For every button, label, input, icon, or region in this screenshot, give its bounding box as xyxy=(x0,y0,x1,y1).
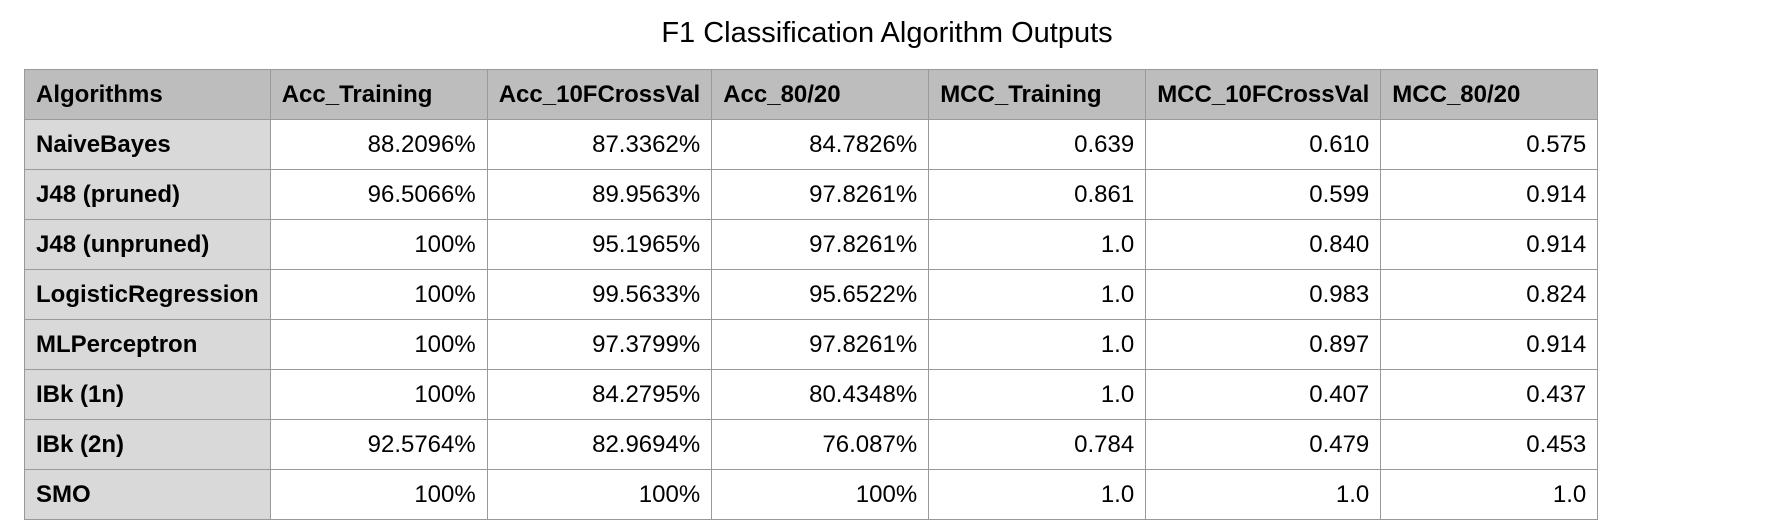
chart-title: F1 Classification Algorithm Outputs xyxy=(661,17,1113,49)
column-header-algorithms: Algorithms xyxy=(24,69,271,120)
table-cell-mcc-80-20: 0.575 xyxy=(1380,119,1599,170)
table-cell-mcc-80-20: 0.914 xyxy=(1380,319,1599,370)
column-header-acc-80-20: Acc_80/20 xyxy=(711,69,930,120)
row-header-algorithm: NaiveBayes xyxy=(24,119,271,170)
table-cell-mcc-training: 1.0 xyxy=(928,469,1147,520)
table-cell-mcc-training: 0.639 xyxy=(928,119,1147,170)
row-header-algorithm: IBk (2n) xyxy=(24,419,271,470)
table-cell-mcc-80-20: 0.437 xyxy=(1380,369,1599,420)
table-cell-mcc-10fcrossval: 0.599 xyxy=(1145,169,1382,220)
table-cell-acc-80-20: 100% xyxy=(711,469,930,520)
row-header-algorithm: MLPerceptron xyxy=(24,319,271,370)
table-cell-mcc-10fcrossval: 1.0 xyxy=(1145,469,1382,520)
table-cell-acc-10fcrossval: 99.5633% xyxy=(486,269,713,320)
table-row: J48 (pruned) 96.5066% 89.9563% 97.8261% 0.86… xyxy=(24,169,1599,220)
table-cell-mcc-80-20: 0.914 xyxy=(1380,219,1599,270)
row-header-algorithm: SMO xyxy=(24,469,271,520)
table-cell-acc-training: 100% xyxy=(269,369,488,420)
table-cell-mcc-80-20: 0.824 xyxy=(1380,269,1599,320)
table-row: IBk (1n) 100% 84.2795% 80.4348% 1.0 0.407 0.43… xyxy=(24,369,1599,420)
table-cell-acc-80-20: 76.087% xyxy=(711,419,930,470)
row-header-algorithm: J48 (pruned) xyxy=(24,169,271,220)
table-cell-acc-training: 100% xyxy=(269,319,488,370)
table-cell-acc-10fcrossval: 87.3362% xyxy=(486,119,713,170)
table-cell-acc-10fcrossval: 84.2795% xyxy=(486,369,713,420)
table-cell-mcc-10fcrossval: 0.610 xyxy=(1145,119,1382,170)
table-cell-mcc-10fcrossval: 0.479 xyxy=(1145,419,1382,470)
row-header-algorithm: IBk (1n) xyxy=(24,369,271,420)
table-row: IBk (2n) 92.5764% 82.9694% 76.087% 0.784 0.47… xyxy=(24,419,1599,470)
table-cell-mcc-80-20: 0.914 xyxy=(1380,169,1599,220)
row-header-algorithm: J48 (unpruned) xyxy=(24,219,271,270)
table-cell-mcc-training: 1.0 xyxy=(928,369,1147,420)
table-cell-acc-training: 100% xyxy=(269,469,488,520)
table-header-row: Algorithms Acc_Training Acc_10FCrossVal Acc… xyxy=(24,69,1599,120)
table-row: LogisticRegression 100% 99.5633% 95.6522% 1.… xyxy=(24,269,1599,320)
table-cell-acc-10fcrossval: 100% xyxy=(486,469,713,520)
table-cell-mcc-10fcrossval: 0.407 xyxy=(1145,369,1382,420)
table-cell-acc-10fcrossval: 97.3799% xyxy=(486,319,713,370)
table-cell-acc-training: 92.5764% xyxy=(269,419,488,470)
table-cell-acc-80-20: 80.4348% xyxy=(711,369,930,420)
column-header-mcc-10fcrossval: MCC_10FCrossVal xyxy=(1145,69,1382,120)
table-cell-acc-training: 88.2096% xyxy=(269,119,488,170)
table-cell-acc-10fcrossval: 95.1965% xyxy=(486,219,713,270)
table-row: J48 (unpruned) 100% 95.1965% 97.8261% 1.0 0.8… xyxy=(24,219,1599,270)
table-cell-mcc-10fcrossval: 0.983 xyxy=(1145,269,1382,320)
table-cell-acc-80-20: 97.8261% xyxy=(711,319,930,370)
table-cell-mcc-10fcrossval: 0.840 xyxy=(1145,219,1382,270)
table-cell-acc-training: 96.5066% xyxy=(269,169,488,220)
table-cell-mcc-80-20: 1.0 xyxy=(1380,469,1599,520)
table-cell-mcc-10fcrossval: 0.897 xyxy=(1145,319,1382,370)
table-cell-acc-training: 100% xyxy=(269,269,488,320)
column-header-acc-10fcrossval: Acc_10FCrossVal xyxy=(486,69,713,120)
table-cell-acc-10fcrossval: 89.9563% xyxy=(486,169,713,220)
table-row: MLPerceptron 100% 97.3799% 97.8261% 1.0 0.897… xyxy=(24,319,1599,370)
table-row: SMO 100% 100% 100% 1.0 1.0 1.0 xyxy=(24,469,1599,520)
results-table: Algorithms Acc_Training Acc_10FCrossVal Acc… xyxy=(24,69,1599,520)
column-header-acc-training: Acc_Training xyxy=(269,69,488,120)
column-header-mcc-training: MCC_Training xyxy=(928,69,1147,120)
column-header-mcc-80-20: MCC_80/20 xyxy=(1380,69,1599,120)
table-cell-acc-80-20: 97.8261% xyxy=(711,219,930,270)
table-cell-mcc-training: 0.861 xyxy=(928,169,1147,220)
table-cell-mcc-training: 1.0 xyxy=(928,269,1147,320)
table-cell-acc-80-20: 95.6522% xyxy=(711,269,930,320)
table-cell-mcc-80-20: 0.453 xyxy=(1380,419,1599,470)
table-cell-mcc-training: 1.0 xyxy=(928,219,1147,270)
table-cell-acc-80-20: 97.8261% xyxy=(711,169,930,220)
table-cell-acc-10fcrossval: 82.9694% xyxy=(486,419,713,470)
table-row: NaiveBayes 88.2096% 87.3362% 84.7826% 0.639 0… xyxy=(24,119,1599,170)
table-cell-mcc-training: 0.784 xyxy=(928,419,1147,470)
table-cell-acc-training: 100% xyxy=(269,219,488,270)
table-body: NaiveBayes 88.2096% 87.3362% 84.7826% 0.639 0… xyxy=(24,119,1599,520)
row-header-algorithm: LogisticRegression xyxy=(24,269,271,320)
table-cell-mcc-training: 1.0 xyxy=(928,319,1147,370)
table-cell-acc-80-20: 84.7826% xyxy=(711,119,930,170)
